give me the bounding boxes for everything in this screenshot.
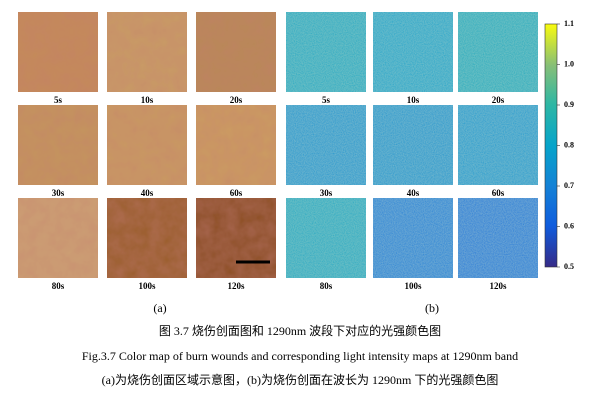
wound-photo xyxy=(18,12,98,92)
colorbar-tick-label: 0.8 xyxy=(564,140,574,149)
intensity-map xyxy=(286,12,366,92)
intensity-map xyxy=(373,198,453,278)
colorbar-tick-label: 0.7 xyxy=(564,181,574,190)
wound-photo xyxy=(107,198,187,278)
map-label: 100s xyxy=(404,281,422,291)
wound-photo xyxy=(107,12,187,92)
intensity-map xyxy=(373,105,453,185)
caption-cn: 图 3.7 烧伤创面图和 1290nm 波段下对应的光强颜色图 xyxy=(159,323,441,338)
photo-label: 60s xyxy=(230,188,243,198)
photo-label: 30s xyxy=(52,188,65,198)
photo-label: 20s xyxy=(230,95,243,105)
wound-photo xyxy=(18,105,98,185)
colorbar-tick-label: 0.9 xyxy=(564,100,574,109)
colorbar-tick-label: 1.1 xyxy=(564,19,574,28)
caption-sub: (a)为烧伤创面区域示意图，(b)为烧伤创面在波长为 1290nm 下的光强颜色… xyxy=(102,372,499,387)
map-label: 60s xyxy=(492,188,505,198)
photo-label: 120s xyxy=(227,281,245,291)
colorbar-tick-label: 1.0 xyxy=(564,59,574,68)
intensity-map xyxy=(458,198,538,278)
map-label: 10s xyxy=(407,95,420,105)
colorbar xyxy=(544,23,558,268)
wound-photo xyxy=(196,105,276,185)
map-label: 20s xyxy=(492,95,505,105)
photo-label: 100s xyxy=(138,281,156,291)
photo-label: 40s xyxy=(141,188,154,198)
map-label: 120s xyxy=(489,281,507,291)
colorbar-tick-label: 0.6 xyxy=(564,221,574,230)
wound-photo xyxy=(196,12,276,92)
photo-label: 5s xyxy=(54,95,63,105)
colorbar-tick-label: 0.5 xyxy=(564,262,574,271)
map-label: 80s xyxy=(320,281,333,291)
panel-label: (a) xyxy=(153,301,166,315)
wound-photo xyxy=(107,105,187,185)
wound-photo xyxy=(196,198,276,278)
intensity-map xyxy=(458,105,538,185)
photo-label: 10s xyxy=(141,95,154,105)
intensity-map xyxy=(373,12,453,92)
intensity-map xyxy=(458,12,538,92)
photo-label: 80s xyxy=(52,281,65,291)
wound-photo xyxy=(18,198,98,278)
caption-en: Fig.3.7 Color map of burn wounds and cor… xyxy=(82,349,518,363)
intensity-map xyxy=(286,105,366,185)
map-label: 40s xyxy=(407,188,420,198)
panel-label: (b) xyxy=(425,301,439,315)
intensity-map xyxy=(286,198,366,278)
map-label: 30s xyxy=(320,188,333,198)
map-label: 5s xyxy=(322,95,331,105)
